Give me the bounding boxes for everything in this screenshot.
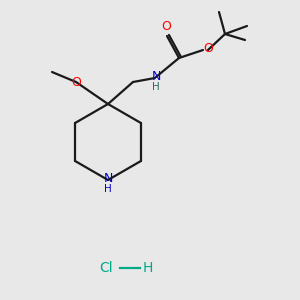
Text: N: N — [151, 70, 161, 83]
Text: N: N — [103, 172, 113, 185]
Text: Cl: Cl — [99, 261, 113, 275]
Text: H: H — [143, 261, 153, 275]
Text: H: H — [152, 82, 160, 92]
Text: O: O — [203, 43, 213, 56]
Text: O: O — [71, 76, 81, 88]
Text: H: H — [104, 184, 112, 194]
Text: O: O — [161, 20, 171, 34]
